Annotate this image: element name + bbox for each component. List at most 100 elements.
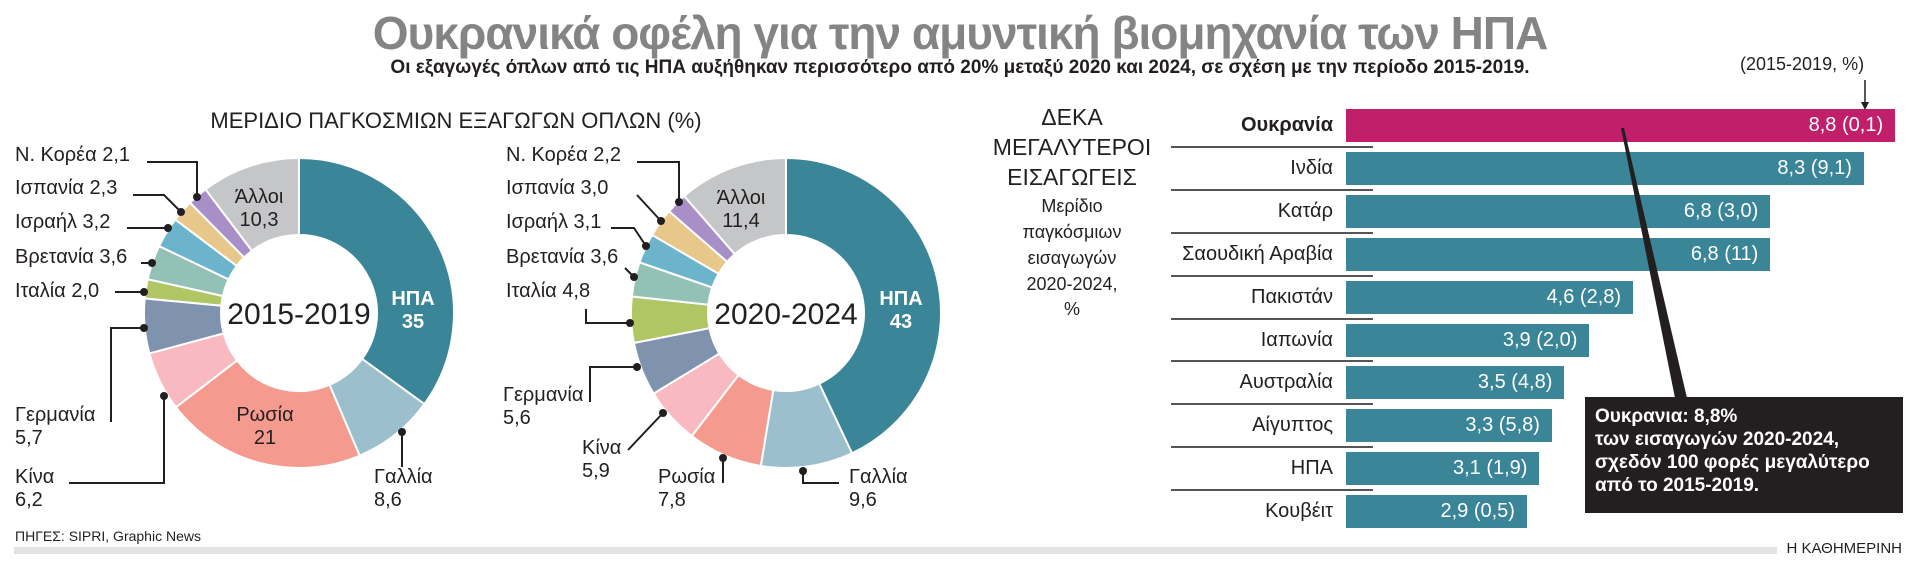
leader-dot [140, 324, 148, 332]
leader-dot [164, 224, 172, 232]
slice-value: 7,8 [658, 489, 686, 511]
bar-ινδια: 8,3 (9,1) [1346, 151, 1864, 185]
donut-label-βρετανια: Βρετανία 3,6 [506, 246, 618, 269]
donut-label-ιταλια: Ιταλία 2,0 [15, 280, 99, 303]
donut-label-γερμανια: Γερμανία 5,6 [503, 384, 583, 430]
leader-line [611, 227, 647, 247]
bar-label-πακισταν: Πακιστάν [1251, 285, 1333, 308]
brand-logo: Η ΚΑΘΗΜΕΡΙΝΗ [1786, 540, 1902, 557]
slice-value: 11,4 [722, 210, 760, 232]
bar-value: 3,1 (1,9) [1452, 457, 1528, 480]
leader-dot [193, 193, 201, 201]
slice-name: Ιταλία [506, 280, 557, 302]
callout-line: των εισαγωγών 2020-2024, [1595, 429, 1840, 450]
bar-value: 8,8 (0,1) [1808, 114, 1884, 136]
leader-line [110, 327, 144, 422]
slice-value: 6,2 [15, 489, 43, 511]
donut-label-ισραηλ: Ισραήλ 3,2 [15, 211, 110, 234]
donut-label-γαλλια: Γαλλία 8,6 [374, 466, 433, 512]
slice-name: Ν. Κορέα [15, 144, 97, 166]
slice-name: Ν. Κορέα [506, 144, 588, 166]
row-divider [1171, 403, 1373, 406]
donut-label-αλλοι: Άλλοι 10,3 [235, 186, 284, 232]
donut-label-ηπα: ΗΠΑ 43 [879, 288, 922, 334]
slice-value: 3,6 [99, 246, 128, 268]
leader-dot [719, 454, 727, 462]
bar-value: 6,8 (3,0) [1683, 199, 1759, 222]
footer-divider [14, 547, 1777, 554]
donut-label-ηπα: ΗΠΑ 35 [391, 288, 434, 334]
bar-value: 3,9 (2,0) [1502, 328, 1578, 351]
slice-value: 21 [253, 427, 277, 449]
bar-πακισταν: 4,6 (2,8) [1346, 280, 1634, 314]
leader-dot [160, 392, 168, 400]
slice-value: 5,6 [503, 407, 531, 429]
bar-label-αυστραλια: Αυστραλία [1239, 371, 1333, 394]
leader-dot [642, 242, 650, 250]
slice-name: ΗΠΑ [391, 288, 435, 310]
bar-label-σαουδικη-αραβια: Σαουδική Αραβία [1182, 242, 1333, 265]
row-divider [1171, 489, 1373, 492]
slice-name: Ισραήλ [506, 211, 568, 233]
leader-dot [398, 428, 406, 436]
bar-ουκρανια: 8,8 (0,1) [1346, 109, 1896, 142]
bar-label-κουβειτ: Κουβέιτ [1265, 500, 1333, 523]
callout-line: Ουκρανια: 8,8% [1595, 406, 1738, 427]
row-divider [1171, 274, 1373, 277]
bar-κουβειτ: 2,9 (0,5) [1346, 495, 1527, 529]
bar-value: 3,5 (4,8) [1477, 371, 1553, 394]
bar-label-ινδια: Ινδία [1290, 156, 1333, 179]
leader-dot [659, 409, 667, 417]
row-divider [1171, 317, 1373, 320]
bar-αυστραλια: 3,5 (4,8) [1346, 366, 1565, 400]
leader-line [802, 471, 839, 484]
slice-value: 43 [889, 311, 913, 333]
donut-label-γερμανια: Γερμανία 5,7 [15, 404, 95, 450]
row-divider [1171, 360, 1373, 363]
importers-header-line: ΕΙΣΑΓΩΓΕΙΣ [1007, 164, 1137, 190]
slice-value: 5,7 [15, 427, 43, 449]
bar-ηπα: 3,1 (1,9) [1346, 452, 1540, 486]
slice-name: Ρωσία [658, 466, 716, 488]
row-divider [1171, 145, 1373, 148]
bar-αιγυπτος: 3,3 (5,8) [1346, 409, 1552, 443]
ukraine-callout: Ουκρανια: 8,8% των εισαγωγών 2020-2024, … [1585, 397, 1903, 513]
bar-note: (2015-2019, %) [1740, 54, 1865, 74]
slice-name: ΗΠΑ [879, 288, 923, 310]
leader-dot [675, 198, 683, 206]
leader-dot [148, 259, 156, 267]
donut-label-κινα: Κίνα 5,9 [582, 437, 621, 483]
importers-subheader-line: 2020-2024, [1026, 274, 1118, 294]
bar-καταρ: 6,8 (3,0) [1346, 194, 1771, 228]
donut-slice-ηπα [785, 156, 942, 455]
slice-value: 2,0 [71, 280, 100, 302]
bar-value: 4,6 (2,8) [1546, 285, 1622, 308]
slice-name: Γαλλία [849, 466, 908, 488]
slice-value: 2,3 [89, 177, 118, 199]
leader-dot [630, 273, 638, 281]
slice-name: Ιταλία [15, 280, 66, 302]
bar-label-αιγυπτος: Αίγυπτος [1252, 414, 1333, 437]
bar-value: 6,8 (11) [1690, 242, 1759, 265]
leader-line [627, 412, 664, 451]
bar-value: 2,9 (0,5) [1440, 500, 1515, 523]
importers-subheader-line: εισαγωγών [1027, 248, 1117, 268]
leader-line [147, 161, 198, 197]
slice-name: Ισπανία [15, 177, 84, 199]
bar-value: 3,3 (5,8) [1465, 414, 1540, 437]
donut-slice-ρωσια [174, 359, 361, 469]
donut-2015-2019 [143, 156, 455, 469]
leader-line [133, 194, 182, 213]
donut-label-αλλοι: Άλλοι 11,4 [717, 187, 766, 233]
slice-name: Ισπανία [506, 177, 575, 199]
slice-name: Κίνα [15, 466, 55, 488]
donut-label-ισραηλ: Ισραήλ 3,1 [506, 211, 601, 234]
slice-name: Άλλοι [234, 186, 284, 208]
bar-σαουδικη-αραβια: 6,8 (11) [1346, 237, 1771, 271]
bar-ιαπωνια: 3,9 (2,0) [1346, 323, 1590, 357]
slice-value: 3,1 [573, 211, 602, 233]
slice-value: 10,3 [239, 209, 279, 231]
slice-value: 8,6 [374, 489, 402, 511]
importers-subheader-line: παγκόσμιων [1022, 222, 1122, 242]
